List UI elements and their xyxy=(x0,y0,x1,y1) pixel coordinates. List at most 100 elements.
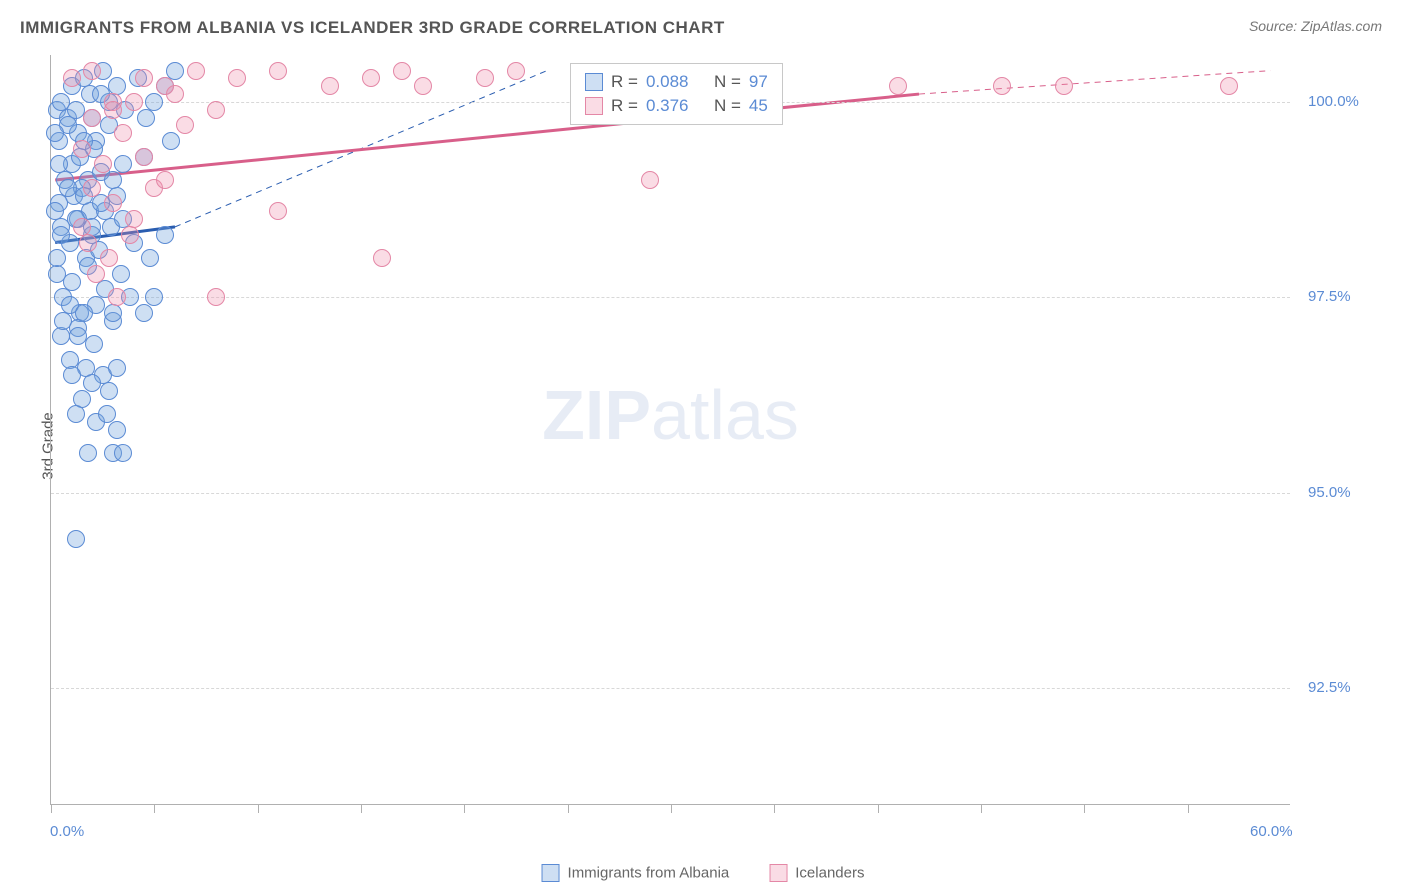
watermark: ZIPatlas xyxy=(542,375,799,455)
legend-item: Immigrants from Albania xyxy=(542,864,730,882)
x-tick xyxy=(51,804,52,813)
legend-swatch xyxy=(542,864,560,882)
trend-lines-layer xyxy=(51,55,1291,805)
data-point xyxy=(73,218,91,236)
data-point xyxy=(63,69,81,87)
data-point xyxy=(63,273,81,291)
data-point xyxy=(141,249,159,267)
data-point xyxy=(1055,77,1073,95)
data-point xyxy=(104,304,122,322)
data-point xyxy=(1220,77,1238,95)
n-value: 97 xyxy=(749,72,768,92)
data-point xyxy=(114,124,132,142)
data-point xyxy=(125,93,143,111)
x-tick xyxy=(774,804,775,813)
data-point xyxy=(166,62,184,80)
data-point xyxy=(108,359,126,377)
data-point xyxy=(52,226,70,244)
x-tick xyxy=(154,804,155,813)
data-point xyxy=(993,77,1011,95)
data-point xyxy=(73,140,91,158)
data-point xyxy=(135,304,153,322)
y-tick-label: 95.0% xyxy=(1308,484,1351,501)
data-point xyxy=(50,155,68,173)
data-point xyxy=(104,101,122,119)
data-point xyxy=(507,62,525,80)
watermark-light: atlas xyxy=(651,376,799,454)
data-point xyxy=(145,288,163,306)
data-point xyxy=(83,374,101,392)
data-point xyxy=(269,62,287,80)
data-point xyxy=(121,226,139,244)
data-point xyxy=(641,171,659,189)
trend-line-dashed xyxy=(175,71,547,227)
data-point xyxy=(137,109,155,127)
data-point xyxy=(176,116,194,134)
x-tick xyxy=(1188,804,1189,813)
data-point xyxy=(104,171,122,189)
data-point xyxy=(100,382,118,400)
x-tick xyxy=(464,804,465,813)
data-point xyxy=(100,249,118,267)
y-tick-label: 97.5% xyxy=(1308,288,1351,305)
y-tick-label: 100.0% xyxy=(1308,93,1359,110)
gridline xyxy=(51,688,1290,689)
data-point xyxy=(69,327,87,345)
chart-container: IMMIGRANTS FROM ALBANIA VS ICELANDER 3RD… xyxy=(0,0,1406,892)
data-point xyxy=(414,77,432,95)
stats-legend-box: R = 0.088 N = 97R =0.376 N =45 xyxy=(570,63,783,125)
data-point xyxy=(108,421,126,439)
data-point xyxy=(46,124,64,142)
data-point xyxy=(83,179,101,197)
data-point xyxy=(52,327,70,345)
data-point xyxy=(476,69,494,87)
data-point xyxy=(79,234,97,252)
data-point xyxy=(63,366,81,384)
data-point xyxy=(393,62,411,80)
chart-title: IMMIGRANTS FROM ALBANIA VS ICELANDER 3RD… xyxy=(20,18,725,38)
plot-area: ZIPatlas xyxy=(50,55,1290,805)
data-point xyxy=(166,85,184,103)
data-point xyxy=(114,444,132,462)
data-point xyxy=(156,171,174,189)
n-label: N = xyxy=(714,72,741,92)
legend-label: Immigrants from Albania xyxy=(568,864,730,881)
data-point xyxy=(321,77,339,95)
data-point xyxy=(135,69,153,87)
data-point xyxy=(228,69,246,87)
data-point xyxy=(48,249,66,267)
data-point xyxy=(59,179,77,197)
stats-row: R =0.376 N =45 xyxy=(585,94,768,118)
data-point xyxy=(156,226,174,244)
n-label: N = xyxy=(714,96,741,116)
data-point xyxy=(83,109,101,127)
data-point xyxy=(75,304,93,322)
x-tick xyxy=(1084,804,1085,813)
x-tick xyxy=(258,804,259,813)
x-tick xyxy=(878,804,879,813)
r-label: R = xyxy=(611,72,638,92)
x-tick xyxy=(361,804,362,813)
x-tick xyxy=(568,804,569,813)
trend-line-dashed xyxy=(919,71,1270,94)
data-point xyxy=(373,249,391,267)
data-point xyxy=(67,101,85,119)
series-swatch xyxy=(585,73,603,91)
data-point xyxy=(135,148,153,166)
trend-line xyxy=(55,94,919,180)
data-point xyxy=(889,77,907,95)
x-tick-label: 60.0% xyxy=(1250,823,1293,840)
x-tick xyxy=(981,804,982,813)
data-point xyxy=(114,155,132,173)
data-point xyxy=(79,444,97,462)
r-value: 0.088 xyxy=(646,72,689,92)
data-point xyxy=(207,288,225,306)
data-point xyxy=(162,132,180,150)
data-point xyxy=(362,69,380,87)
gridline xyxy=(51,297,1290,298)
data-point xyxy=(46,202,64,220)
data-point xyxy=(67,530,85,548)
x-tick-label: 0.0% xyxy=(50,823,84,840)
data-point xyxy=(269,202,287,220)
r-label: R = xyxy=(611,96,638,116)
